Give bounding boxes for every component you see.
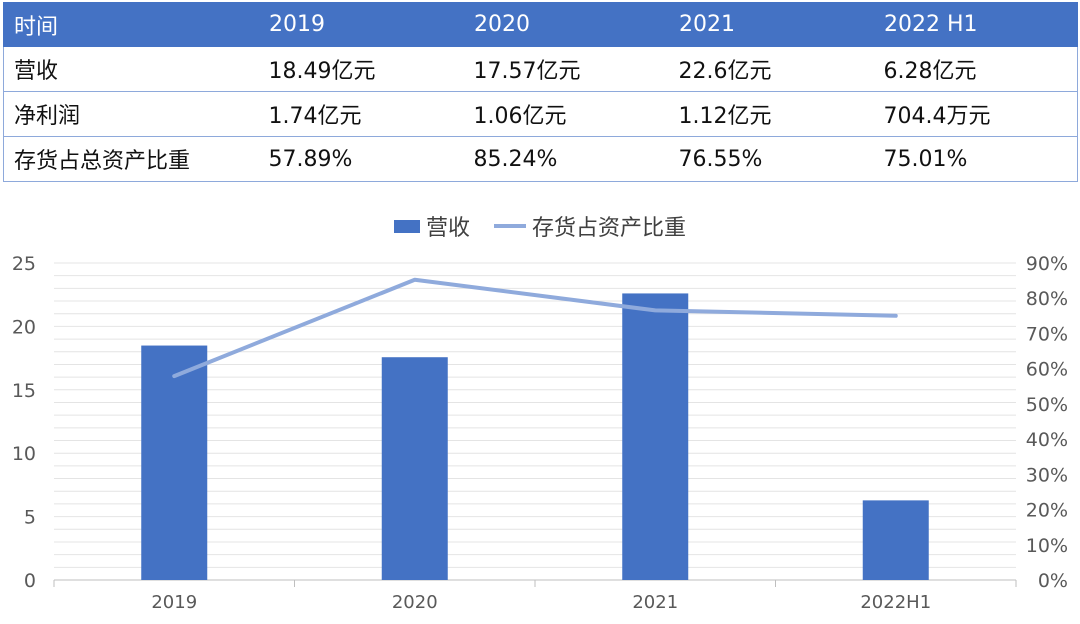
bar bbox=[622, 293, 689, 580]
y-left-tick-label: 25 bbox=[12, 253, 36, 275]
chart-legend: 营收 存货占资产比重 bbox=[0, 210, 1080, 242]
table-cell: 57.89% bbox=[258, 136, 464, 182]
y-right-tick-label: 20% bbox=[1026, 500, 1068, 522]
header-cell-2019: 2019 bbox=[258, 2, 464, 47]
legend-item-revenue: 营收 bbox=[393, 210, 470, 242]
x-tick-label: 2019 bbox=[151, 592, 197, 613]
y-left-tick-label: 0 bbox=[24, 570, 36, 592]
legend-label-inventory-ratio: 存货占资产比重 bbox=[532, 216, 687, 241]
bar bbox=[381, 357, 448, 580]
y-left-tick-label: 5 bbox=[24, 507, 36, 529]
y-left-tick-label: 10 bbox=[12, 443, 36, 465]
y-right-tick-label: 10% bbox=[1026, 535, 1068, 557]
table-row-net-profit: 净利润 1.74亿元 1.06亿元 1.12亿元 704.4万元 bbox=[3, 91, 1078, 137]
table-row-revenue: 营收 18.49亿元 17.57亿元 22.6亿元 6.28亿元 bbox=[3, 46, 1078, 92]
header-cell-label: 时间 bbox=[3, 2, 259, 47]
bar bbox=[141, 345, 208, 580]
table-row-inventory-ratio: 存货占总资产比重 57.89% 85.24% 76.55% 75.01% bbox=[3, 136, 1078, 182]
table-cell: 76.55% bbox=[668, 136, 874, 182]
table-cell: 704.4万元 bbox=[873, 91, 1078, 137]
y-right-tick-label: 80% bbox=[1026, 288, 1068, 310]
combo-chart: 0 5 10 15 20 25 0% 10% 20% 30% 40% 50% 60% 70% 80% 90% 2… bbox=[12, 253, 1068, 613]
y-right-tick-label: 90% bbox=[1026, 253, 1068, 275]
y-right-tick-label: 50% bbox=[1026, 394, 1068, 416]
legend-swatch-bar bbox=[393, 219, 420, 233]
y-right-tick-label: 60% bbox=[1026, 359, 1068, 381]
legend-swatch-line bbox=[494, 224, 526, 228]
y-right-tick-label: 70% bbox=[1026, 323, 1068, 345]
header-cell-2020: 2020 bbox=[463, 2, 669, 47]
x-tick-label: 2022H1 bbox=[860, 592, 931, 613]
table-cell: 1.74亿元 bbox=[258, 91, 464, 137]
y-left-tick-label: 20 bbox=[12, 316, 36, 338]
y-right-tick-label: 30% bbox=[1026, 464, 1068, 486]
legend-label-revenue: 营收 bbox=[425, 216, 470, 241]
header-cell-2021: 2021 bbox=[668, 2, 874, 47]
header-cell-2022h1: 2022 H1 bbox=[873, 2, 1078, 47]
legend-item-inventory-ratio: 存货占资产比重 bbox=[494, 210, 686, 242]
series-line bbox=[172, 277, 898, 379]
y-right-tick-label: 0% bbox=[1038, 570, 1068, 592]
table-cell: 18.49亿元 bbox=[258, 46, 464, 92]
table-cell: 1.12亿元 bbox=[668, 91, 874, 137]
table-cell: 净利润 bbox=[3, 91, 259, 137]
table-cell: 1.06亿元 bbox=[463, 91, 669, 137]
table-header-row: 时间 2019 2020 2021 2022 H1 bbox=[3, 2, 1078, 47]
table-cell: 营收 bbox=[3, 46, 259, 92]
table-cell: 22.6亿元 bbox=[668, 46, 874, 92]
x-tick-label: 2020 bbox=[392, 592, 438, 613]
y-left-tick-label: 15 bbox=[12, 380, 36, 402]
table-cell: 75.01% bbox=[873, 136, 1078, 182]
table-cell: 85.24% bbox=[463, 136, 669, 182]
table-cell: 6.28亿元 bbox=[873, 46, 1078, 92]
x-tick-label: 2021 bbox=[632, 592, 678, 613]
table-cell: 存货占总资产比重 bbox=[3, 136, 259, 182]
bar bbox=[862, 500, 929, 580]
summary-table: 时间 2019 2020 2021 2022 H1 营收 18.49亿元 17.… bbox=[3, 2, 1078, 182]
table-cell: 17.57亿元 bbox=[463, 46, 669, 92]
y-right-tick-label: 40% bbox=[1026, 429, 1068, 451]
